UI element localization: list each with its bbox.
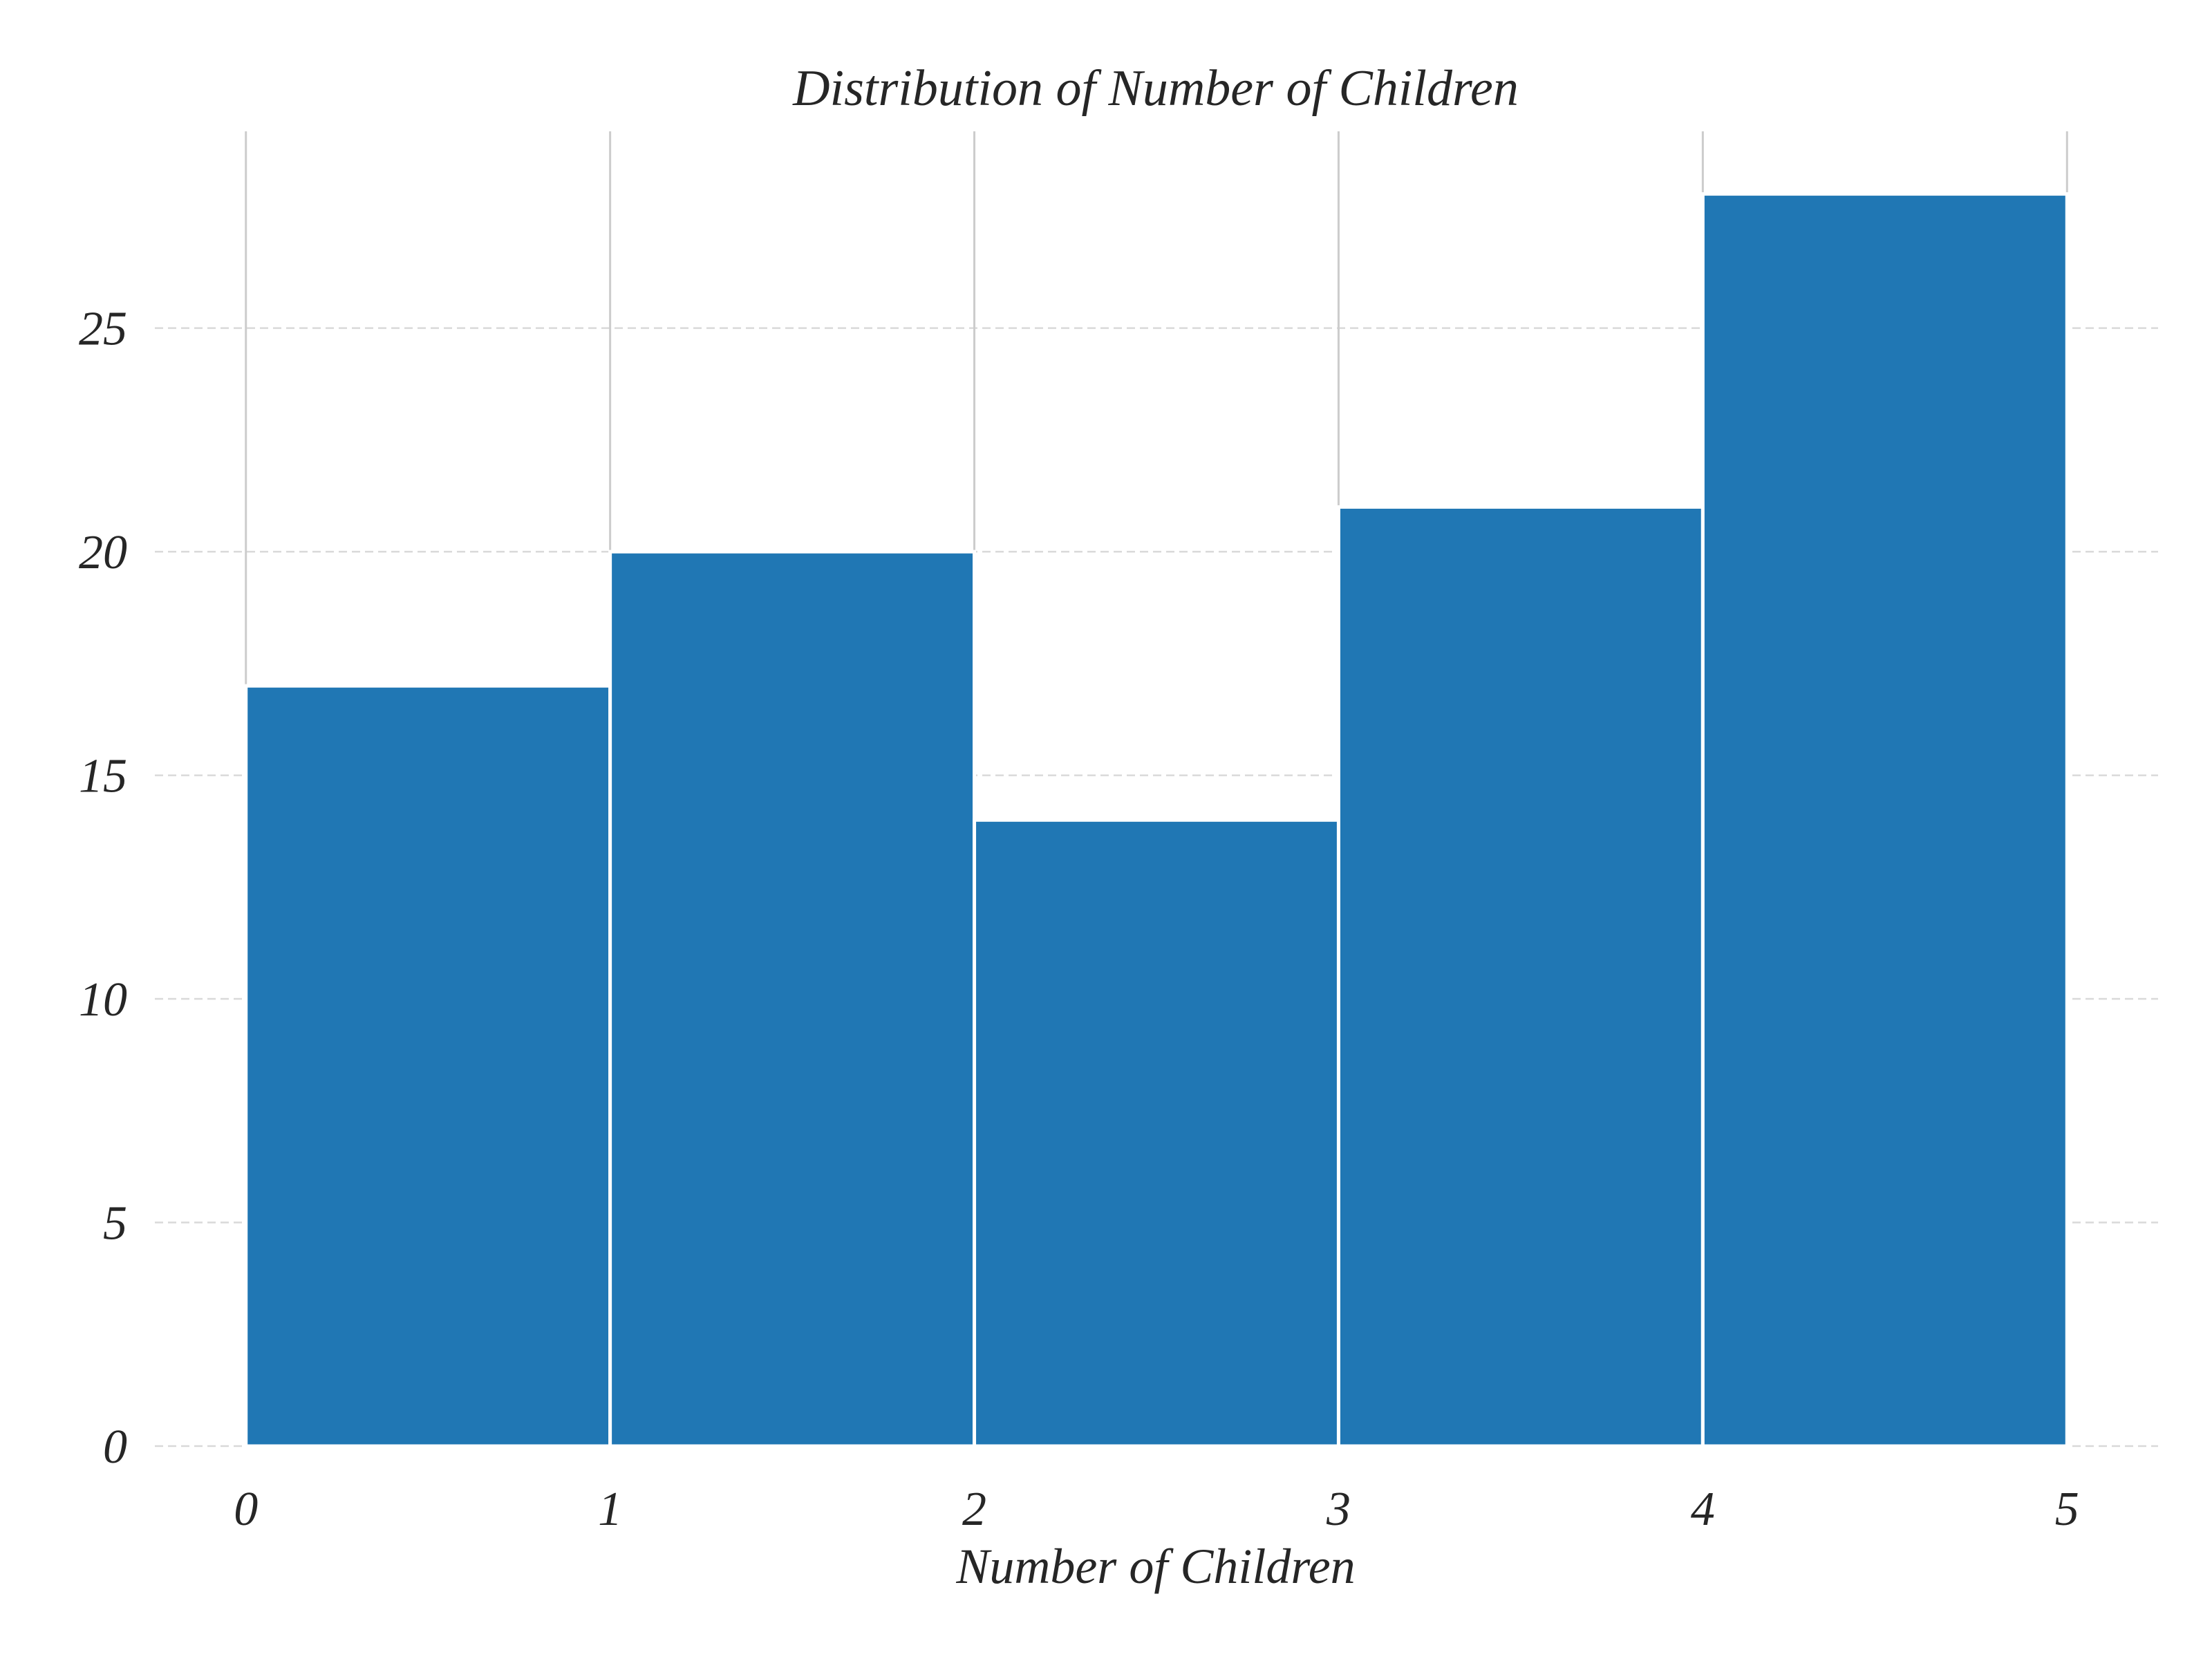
x-tick-label-5: 5: [2055, 1483, 2079, 1536]
x-tick-label-4: 4: [1691, 1483, 1715, 1536]
y-tick-label-5: 25: [79, 303, 127, 356]
y-tick-label-2: 10: [79, 973, 127, 1027]
y-tick-label-0: 0: [103, 1421, 127, 1474]
tick-label-layer: 0 5 10 15 20 25 0 1 2 3 4 5: [79, 303, 2079, 1536]
x-tick-label-1: 1: [598, 1483, 622, 1536]
bar-layer: [244, 192, 2069, 1448]
histogram-bar-3: [1336, 505, 1705, 1448]
x-axis-label: Number of Children: [955, 1539, 1355, 1594]
x-tick-label-2: 2: [962, 1483, 986, 1536]
histogram-bar-0: [244, 684, 612, 1448]
histogram-bar-1: [608, 550, 977, 1448]
x-tick-label-0: 0: [234, 1483, 258, 1536]
chart-title: Distribution of Number of Children: [792, 60, 1519, 117]
y-tick-label-3: 15: [79, 750, 127, 803]
x-tick-label-3: 3: [1326, 1483, 1351, 1536]
histogram-bar-4: [1700, 192, 2069, 1448]
histogram-bar-2: [973, 818, 1340, 1448]
y-tick-label-4: 20: [79, 526, 127, 579]
y-tick-label-1: 5: [103, 1197, 127, 1250]
